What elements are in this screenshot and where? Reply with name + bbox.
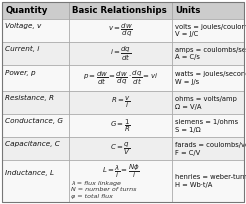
- Text: $R = \dfrac{v}{i}$: $R = \dfrac{v}{i}$: [111, 95, 130, 110]
- Bar: [172, 114, 244, 137]
- Text: $i = \dfrac{dq}{dt}$: $i = \dfrac{dq}{dt}$: [110, 44, 131, 63]
- Bar: [69, 114, 172, 137]
- Bar: [172, 137, 244, 160]
- Text: amps = coulombs/second
A = C/s: amps = coulombs/second A = C/s: [175, 47, 246, 60]
- Bar: [69, 19, 172, 42]
- Text: $p = \dfrac{dw}{dt} = \dfrac{dw}{dq}\cdot\dfrac{dq}{dt} = vi$: $p = \dfrac{dw}{dt} = \dfrac{dw}{dq}\cdo…: [83, 69, 158, 87]
- Text: Power, p: Power, p: [5, 70, 35, 76]
- Bar: [69, 91, 172, 114]
- Bar: [172, 19, 244, 42]
- Text: $v = \dfrac{dw}{dq}$: $v = \dfrac{dw}{dq}$: [108, 22, 133, 39]
- Bar: [69, 2, 172, 19]
- Bar: [2, 114, 69, 137]
- Text: $L = \dfrac{\lambda}{i} = \dfrac{N\phi}{i}$: $L = \dfrac{\lambda}{i} = \dfrac{N\phi}{…: [102, 163, 139, 181]
- Text: Voltage, v: Voltage, v: [5, 23, 41, 29]
- Text: siemens = 1/ohms
S = 1/Ω: siemens = 1/ohms S = 1/Ω: [175, 119, 238, 133]
- Bar: [172, 42, 244, 65]
- Bar: [2, 19, 69, 42]
- Bar: [69, 42, 172, 65]
- Bar: [172, 65, 244, 91]
- Bar: [69, 65, 172, 91]
- Bar: [2, 160, 69, 202]
- Text: Basic Relationships: Basic Relationships: [72, 6, 167, 15]
- Text: Current, i: Current, i: [5, 46, 39, 52]
- Text: volts = joules/coulomb
V = J/C: volts = joules/coulomb V = J/C: [175, 24, 246, 37]
- Text: Inductance, L: Inductance, L: [5, 170, 54, 176]
- Bar: [2, 42, 69, 65]
- Bar: [172, 2, 244, 19]
- Text: watts = joules/second
W = J/s: watts = joules/second W = J/s: [175, 71, 246, 85]
- Text: $G = \dfrac{1}{R}$: $G = \dfrac{1}{R}$: [110, 118, 131, 134]
- Bar: [2, 2, 69, 19]
- Text: Quantity: Quantity: [5, 6, 48, 15]
- Bar: [69, 160, 172, 202]
- Bar: [2, 91, 69, 114]
- Bar: [172, 91, 244, 114]
- Text: farads = coulombs/volt
F = C/V: farads = coulombs/volt F = C/V: [175, 142, 246, 156]
- Text: henries = weber-turns/amp
H = Wb·t/A: henries = weber-turns/amp H = Wb·t/A: [175, 174, 246, 188]
- Bar: [2, 137, 69, 160]
- Text: $C = \dfrac{q}{V}$: $C = \dfrac{q}{V}$: [110, 141, 131, 157]
- Text: Resistance, R: Resistance, R: [5, 95, 54, 101]
- Text: Units: Units: [175, 6, 201, 15]
- Text: ohms = volts/amp
Ω = V/A: ohms = volts/amp Ω = V/A: [175, 96, 237, 110]
- Bar: [2, 65, 69, 91]
- Text: Capacitance, C: Capacitance, C: [5, 141, 60, 147]
- Bar: [69, 137, 172, 160]
- Text: Conductance, G: Conductance, G: [5, 118, 63, 124]
- Bar: [172, 160, 244, 202]
- Text: λ = flux linkage
N = number of turns
φ = total flux: λ = flux linkage N = number of turns φ =…: [71, 181, 137, 199]
